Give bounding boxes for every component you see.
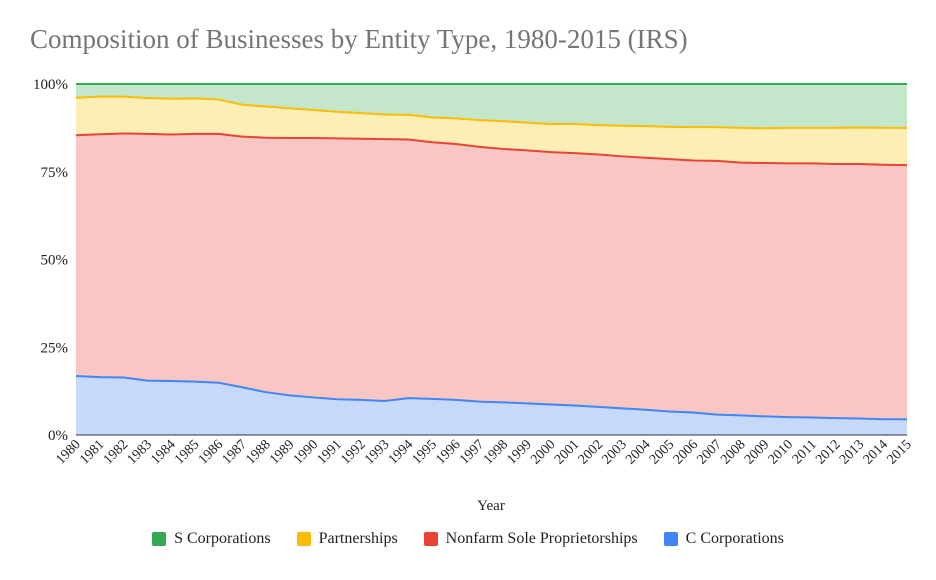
legend-item-nonfarm-sole-proprietorships[interactable]: Nonfarm Sole Proprietorships bbox=[423, 530, 638, 548]
x-tick-label: 2008 bbox=[718, 437, 748, 467]
x-tick-label: 1998 bbox=[481, 437, 511, 467]
y-tick-label: 75% bbox=[41, 165, 69, 181]
legend-label: Nonfarm Sole Proprietorships bbox=[445, 530, 638, 547]
x-tick-label: 2015 bbox=[884, 437, 914, 467]
area-c-corporations bbox=[76, 376, 907, 435]
x-tick-label: 2007 bbox=[694, 437, 724, 467]
x-tick-label: 1996 bbox=[433, 437, 463, 467]
x-tick-label: 1995 bbox=[410, 437, 440, 467]
x-tick-label: 2010 bbox=[766, 437, 796, 467]
x-tick-label: 2006 bbox=[671, 437, 701, 467]
x-tick-label: 1991 bbox=[315, 437, 345, 467]
y-tick-labels: 0% 25% 50% 75% 100% bbox=[33, 77, 68, 444]
x-tick-label: 1984 bbox=[148, 437, 178, 467]
x-axis-label: Year bbox=[477, 498, 505, 514]
series-lines bbox=[75, 83, 908, 421]
x-tick-label: 1987 bbox=[220, 437, 250, 467]
chart-title: Composition of Businesses by Entity Type… bbox=[30, 24, 688, 54]
area-partnerships bbox=[76, 96, 907, 166]
y-tick-label: 25% bbox=[41, 340, 69, 356]
legend-swatch bbox=[152, 532, 167, 546]
x-tick-label: 2013 bbox=[837, 437, 867, 467]
x-tick-label: 2012 bbox=[813, 437, 843, 467]
x-tick-label: 1999 bbox=[505, 437, 535, 467]
legend-swatch bbox=[296, 532, 311, 546]
legend-label: Partnerships bbox=[318, 530, 398, 547]
x-tick-label: 2014 bbox=[861, 437, 891, 467]
x-tick-label: 1997 bbox=[457, 437, 487, 467]
x-tick-labels: 1980198119821983198419851986198719881989… bbox=[53, 437, 914, 467]
legend-item-s-corporations[interactable]: S Corporations bbox=[152, 530, 271, 548]
legend-label: C Corporations bbox=[685, 530, 784, 547]
x-tick-label: 1982 bbox=[101, 437, 131, 467]
area-s-corporations bbox=[76, 84, 907, 129]
x-tick-label: 2011 bbox=[790, 437, 820, 467]
legend-item-partnerships[interactable]: Partnerships bbox=[296, 530, 398, 548]
x-tick-label: 2005 bbox=[647, 437, 677, 467]
stacked-areas bbox=[76, 84, 907, 435]
x-tick-label: 1993 bbox=[362, 437, 392, 467]
legend-label: S Corporations bbox=[174, 530, 271, 547]
area-nonfarm-sole-proprietorships bbox=[76, 133, 907, 420]
line-nonfarm-sole-proprietorships bbox=[75, 132, 908, 167]
x-tick-label: 1989 bbox=[267, 437, 297, 467]
x-tick-label: 2000 bbox=[528, 437, 558, 467]
y-tick-label: 0% bbox=[48, 428, 68, 444]
x-tick-label: 2002 bbox=[576, 437, 606, 467]
x-tick-label: 2009 bbox=[742, 437, 772, 467]
legend: S Corporations Partnerships Nonfarm Sole P… bbox=[0, 530, 936, 548]
x-tick-label: 1990 bbox=[291, 437, 321, 467]
legend-item-c-corporations[interactable]: C Corporations bbox=[663, 530, 784, 548]
y-tick-label: 100% bbox=[33, 77, 68, 93]
x-tick-label: 1985 bbox=[172, 437, 202, 467]
x-tick-label: 1981 bbox=[77, 437, 107, 467]
x-tick-label: 1994 bbox=[386, 437, 416, 467]
x-tick-label: 1988 bbox=[243, 437, 273, 467]
line-c-corporations bbox=[75, 375, 907, 421]
legend-swatch bbox=[663, 532, 678, 546]
x-tick-label: 1986 bbox=[196, 437, 226, 467]
line-partnerships bbox=[75, 95, 907, 130]
legend-swatch bbox=[423, 532, 438, 546]
x-tick-label: 1992 bbox=[338, 437, 368, 467]
x-tick-label: 1983 bbox=[125, 437, 155, 467]
y-tick-label: 50% bbox=[41, 253, 69, 269]
x-tick-label: 2003 bbox=[600, 437, 630, 467]
x-tick-label: 2004 bbox=[623, 437, 653, 467]
x-tick-label: 2001 bbox=[552, 437, 582, 467]
